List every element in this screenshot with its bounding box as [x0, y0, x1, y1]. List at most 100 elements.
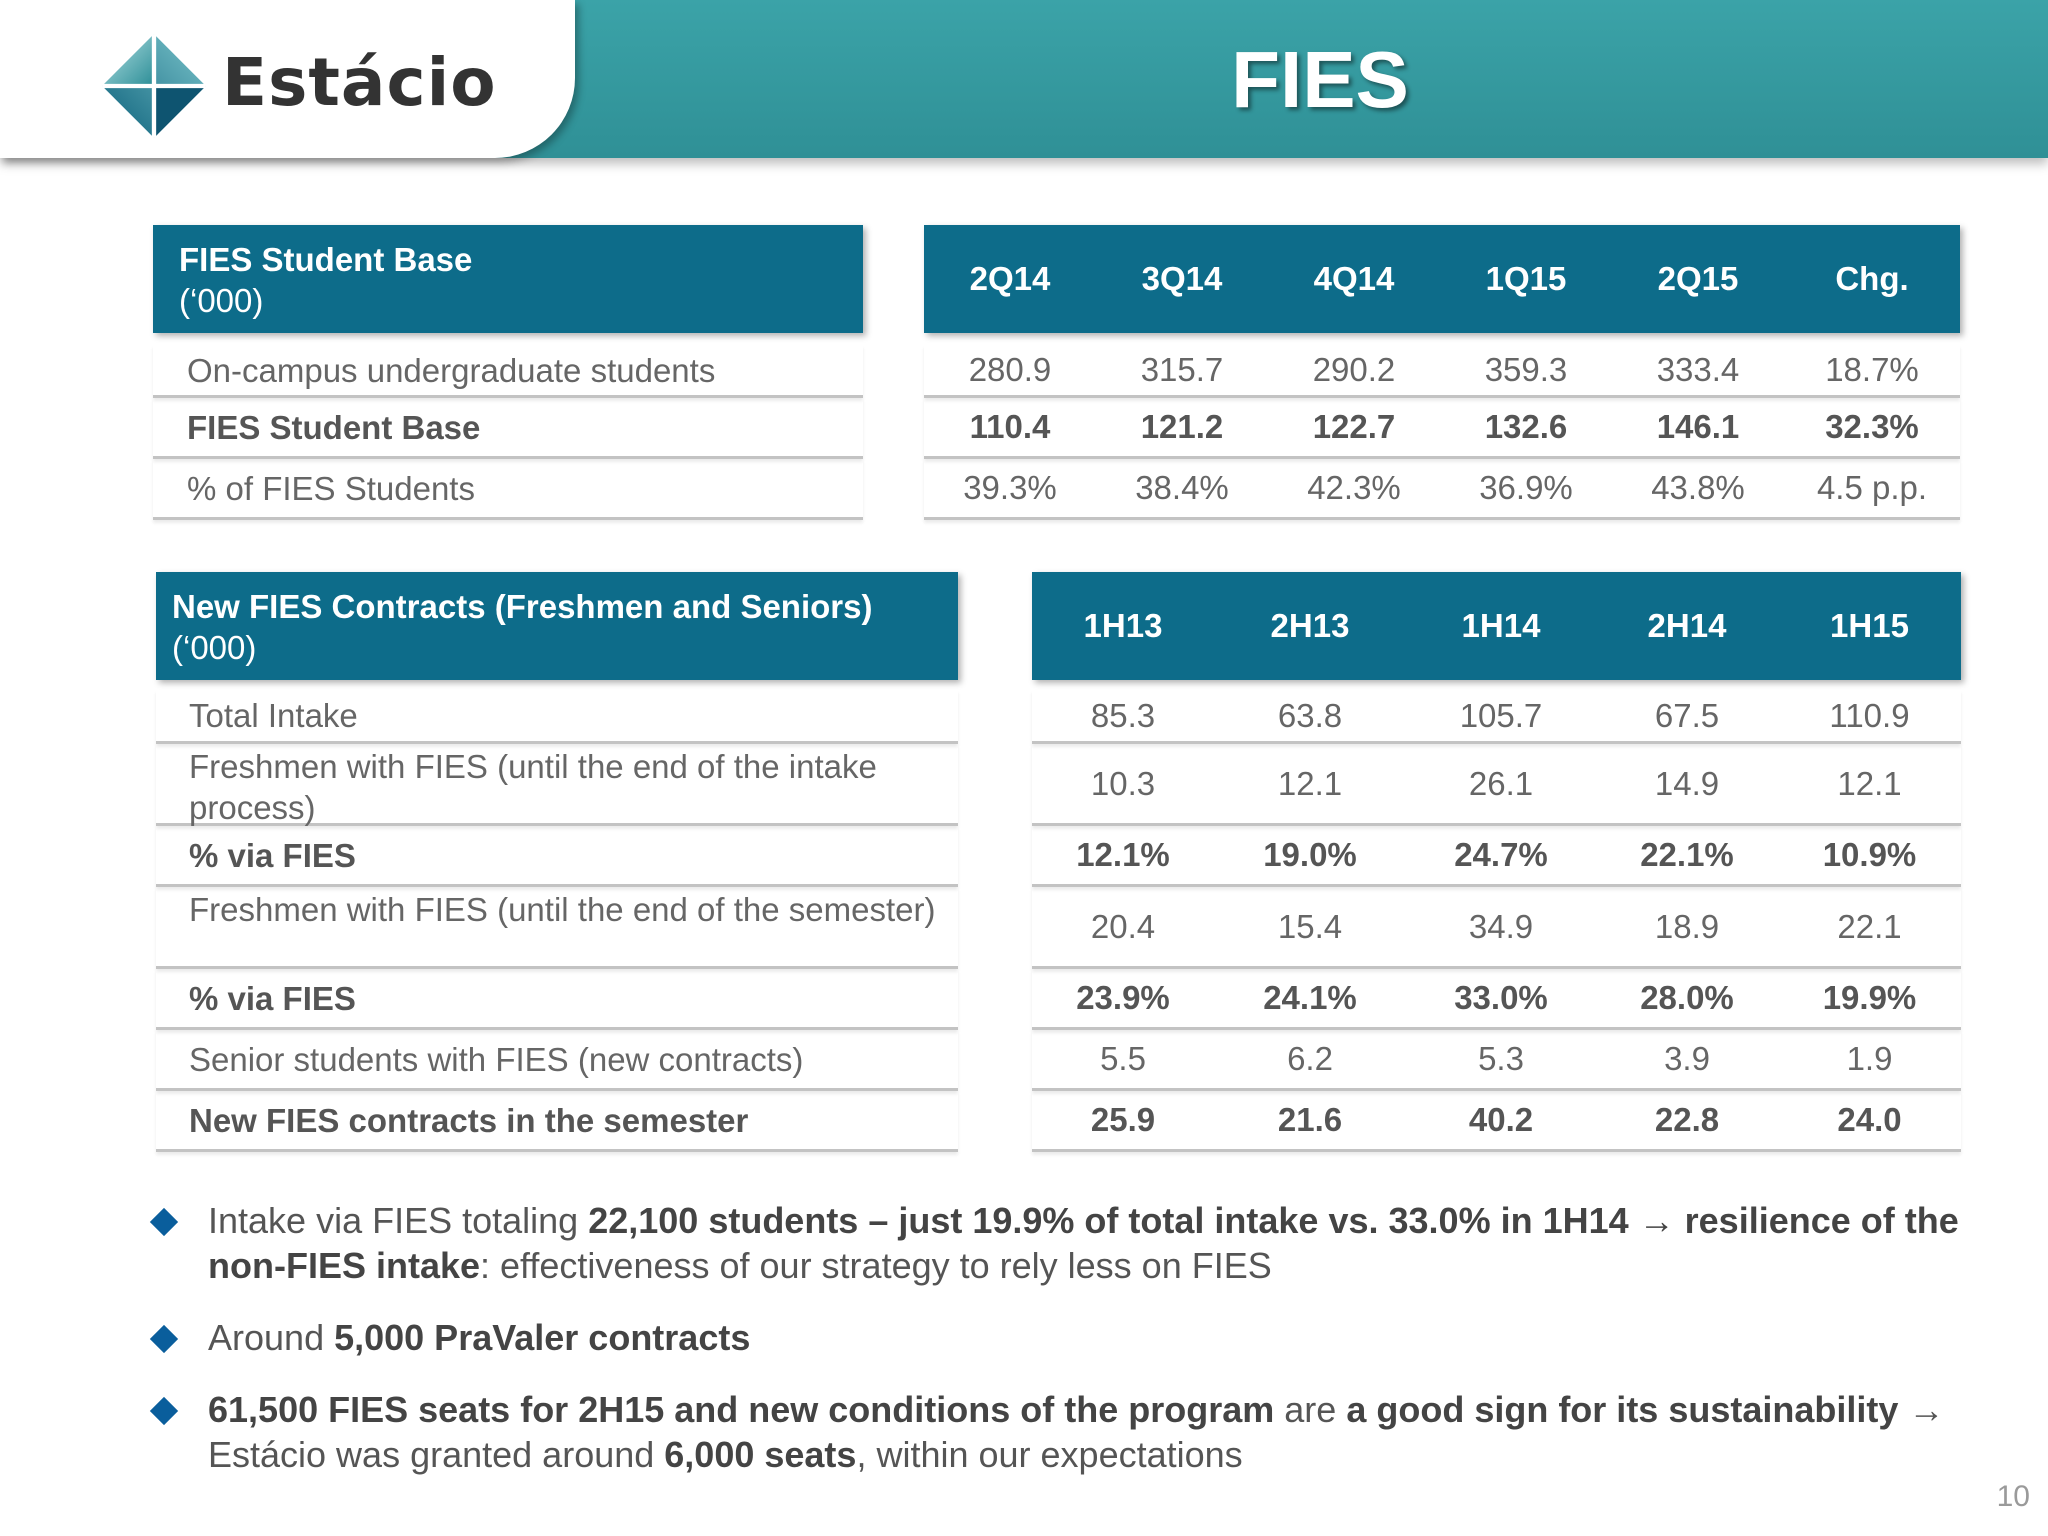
table-row: 280.9 315.7 290.2 359.3 333.4 18.7%: [924, 345, 1960, 398]
table-cell: 38.4%: [1135, 469, 1229, 506]
table2-column-header: 1H13 2H13 1H14 2H14 1H15: [1032, 572, 1961, 680]
column-header: Chg.: [1835, 260, 1909, 297]
table-row-label-cell: FIES Student Base: [153, 398, 863, 459]
table-cell: 23.9%: [1076, 979, 1170, 1016]
row-label: New FIES contracts in the semester: [189, 1101, 749, 1139]
table-cell: 22.1%: [1640, 836, 1734, 873]
table-cell: 63.8: [1277, 696, 1343, 734]
row-label: Total Intake: [189, 697, 358, 734]
table2-title-header: New FIES Contracts (Freshmen and Seniors…: [156, 572, 958, 680]
diamond-bullet-icon: [149, 1396, 179, 1426]
table2-unit: (‘000): [172, 629, 257, 666]
table-row-label-cell: % via FIES: [156, 826, 958, 887]
bullet-item: 61,500 FIES seats for 2H15 and new condi…: [149, 1387, 1970, 1477]
row-label: On-campus undergraduate students: [187, 351, 716, 389]
table-cell: 315.7: [1140, 351, 1224, 388]
table-cell: 39.3%: [963, 469, 1057, 506]
table2-title: New FIES Contracts (Freshmen and Seniors…: [172, 588, 873, 625]
column-header: 2H13: [1270, 607, 1350, 644]
table-cell: 359.3: [1484, 351, 1568, 388]
table-cell: 290.2: [1312, 351, 1396, 388]
table-cell: 36.9%: [1479, 469, 1573, 506]
table-cell: 24.7%: [1454, 836, 1548, 873]
table1-title-header: FIES Student Base (‘000): [153, 225, 863, 333]
table-cell: 26.1: [1468, 764, 1534, 802]
row-label: FIES Student Base: [187, 408, 481, 446]
table-cell: 10.3: [1090, 764, 1156, 802]
table-row: 85.3 63.8 105.7 67.5 110.9: [1032, 690, 1961, 744]
table-cell: 21.6: [1277, 1101, 1343, 1138]
table-cell: 28.0%: [1640, 979, 1734, 1016]
table-cell: 22.1: [1837, 907, 1902, 945]
column-header: 2H14: [1647, 607, 1727, 644]
table-row: 110.4 121.2 122.7 132.6 146.1 32.3%: [924, 398, 1960, 459]
table-cell: 3.9: [1664, 1040, 1710, 1077]
table-cell: 33.0%: [1454, 979, 1548, 1016]
table-cell: 1.9: [1846, 1040, 1893, 1077]
table-row-label-cell: New FIES contracts in the semester: [156, 1091, 958, 1152]
diamond-bullet-icon: [149, 1207, 179, 1237]
table-cell: 24.0: [1837, 1101, 1902, 1138]
table-cell: 132.6: [1484, 408, 1568, 445]
table-cell: 34.9: [1468, 907, 1534, 945]
column-header: 1H14: [1461, 607, 1541, 644]
table-row: 20.4 15.4 34.9 18.9 22.1: [1032, 887, 1961, 969]
table-cell: 14.9: [1654, 764, 1720, 802]
table-row: 5.5 6.2 5.3 3.9 1.9: [1032, 1030, 1961, 1091]
table-cell: 18.9: [1654, 907, 1720, 945]
bullet-item: Intake via FIES totaling 22,100 students…: [149, 1198, 1970, 1288]
column-header: 2Q15: [1657, 260, 1739, 297]
table-row-label-cell: Total Intake: [156, 690, 958, 744]
page-title: FIES: [1231, 35, 1409, 124]
table-cell: 19.9%: [1822, 979, 1917, 1016]
table-cell: 15.4: [1277, 907, 1343, 945]
table-row-label-cell: Freshmen with FIES (until the end of the…: [156, 744, 958, 826]
table-cell: 121.2: [1140, 408, 1224, 445]
row-label: % of FIES Students: [187, 469, 475, 507]
table-cell: 12.1: [1837, 764, 1902, 802]
table-row: 25.9 21.6 40.2 22.8 24.0: [1032, 1091, 1961, 1152]
table-cell: 280.9: [968, 351, 1052, 388]
bullet-list: Intake via FIES totaling 22,100 students…: [149, 1198, 1970, 1504]
table-cell: 40.2: [1468, 1101, 1534, 1138]
table-cell: 42.3%: [1307, 469, 1401, 506]
table-row-label-cell: Freshmen with FIES (until the end of the…: [156, 887, 958, 969]
table-cell: 333.4: [1656, 351, 1740, 388]
column-header: 1H15: [1830, 607, 1909, 644]
table1-title: FIES Student Base: [179, 241, 473, 278]
table-cell: 85.3: [1090, 696, 1156, 734]
estacio-logo-icon: [102, 34, 206, 138]
table-cell: 10.9%: [1822, 836, 1917, 873]
table-cell: 122.7: [1312, 408, 1396, 445]
table-cell: 4.5 p.p.: [1816, 469, 1928, 506]
logo-panel: Estácio: [0, 0, 575, 158]
table-cell: 43.8%: [1651, 469, 1745, 506]
table-cell: 12.1: [1277, 764, 1343, 802]
row-label: % via FIES: [189, 836, 356, 874]
table-cell: 105.7: [1459, 696, 1543, 734]
row-label: Freshmen with FIES (until the end of the…: [189, 748, 877, 826]
row-label: % via FIES: [189, 979, 356, 1017]
table-row-label-cell: Senior students with FIES (new contracts…: [156, 1030, 958, 1091]
table1-column-header: 2Q14 3Q14 4Q14 1Q15 2Q15 Chg.: [924, 225, 1960, 333]
table-cell: 110.9: [1829, 696, 1910, 734]
table-cell: 24.1%: [1263, 979, 1357, 1016]
table-cell: 25.9: [1090, 1101, 1156, 1138]
table-row: 23.9% 24.1% 33.0% 28.0% 19.9%: [1032, 969, 1961, 1030]
table-cell: 5.5: [1100, 1040, 1146, 1077]
brand-name: Estácio: [222, 44, 497, 121]
table-cell: 5.3: [1478, 1040, 1524, 1077]
table-cell: 18.7%: [1825, 351, 1919, 388]
table-row: 12.1% 19.0% 24.7% 22.1% 10.9%: [1032, 826, 1961, 887]
table-row: 39.3% 38.4% 42.3% 36.9% 43.8% 4.5 p.p.: [924, 459, 1960, 520]
table-cell: 146.1: [1656, 408, 1740, 445]
table-cell: 110.4: [969, 408, 1051, 445]
table-cell: 12.1%: [1076, 836, 1170, 873]
table-cell: 6.2: [1287, 1040, 1333, 1077]
table-row-label-cell: % via FIES: [156, 969, 958, 1030]
table-cell: 20.4: [1090, 907, 1156, 945]
column-header: 2Q14: [969, 260, 1051, 297]
table-cell: 32.3%: [1825, 408, 1919, 445]
table-cell: 22.8: [1654, 1101, 1720, 1138]
table-cell: 67.5: [1654, 696, 1720, 734]
